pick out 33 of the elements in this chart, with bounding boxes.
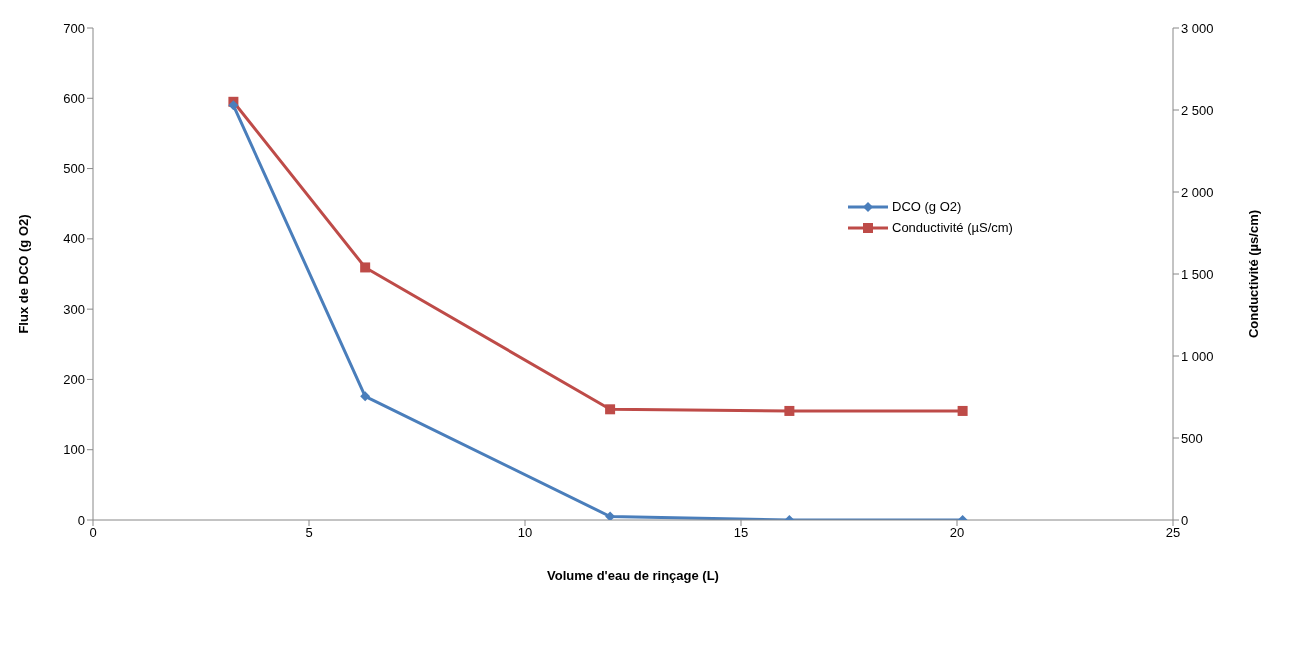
y-tick-label: 700 (63, 20, 85, 36)
y-tick-label: 600 (63, 90, 85, 106)
y2-tick-label: 2 500 (1181, 102, 1214, 118)
y-tick-label: 0 (77, 512, 85, 528)
y2-axis-title: Conductivité (µs/cm) (1245, 209, 1261, 339)
y2-tick-label: 0 (1181, 512, 1189, 528)
y-tick-label: 500 (63, 161, 85, 177)
y2-tick-label: 3 000 (1181, 20, 1214, 36)
x-axis-title: Volume d'eau de rinçage (L) (547, 568, 719, 583)
y2-tick-label: 500 (1181, 430, 1203, 446)
x-tick-label: 15 (733, 525, 749, 541)
y-tick-label: 300 (63, 301, 85, 317)
x-tick-label: 10 (517, 525, 533, 541)
x-tick-label: 5 (305, 525, 313, 541)
point (605, 404, 616, 415)
x-tick-label: 0 (89, 525, 97, 541)
point (605, 511, 616, 520)
y2-tick-label: 1 000 (1181, 348, 1214, 364)
y-tick-label: 400 (63, 231, 85, 247)
y2-tick-label: 2 000 (1181, 184, 1214, 200)
y2-tick-label: 1 500 (1181, 266, 1214, 282)
point (360, 262, 371, 273)
x-tick-label: 20 (949, 525, 965, 541)
point (957, 405, 968, 416)
point (784, 405, 795, 416)
x-tick-label: 25 (1165, 525, 1181, 541)
y-tick-label: 200 (63, 372, 85, 388)
point (228, 100, 239, 111)
point (360, 391, 371, 402)
legend-label: Conductivité (µS/cm) (892, 220, 1013, 235)
legend-label: DCO (g O2) (892, 199, 962, 214)
y-tick-label: 100 (63, 442, 85, 458)
y-axis-title: Flux de DCO (g O2) (15, 214, 31, 334)
